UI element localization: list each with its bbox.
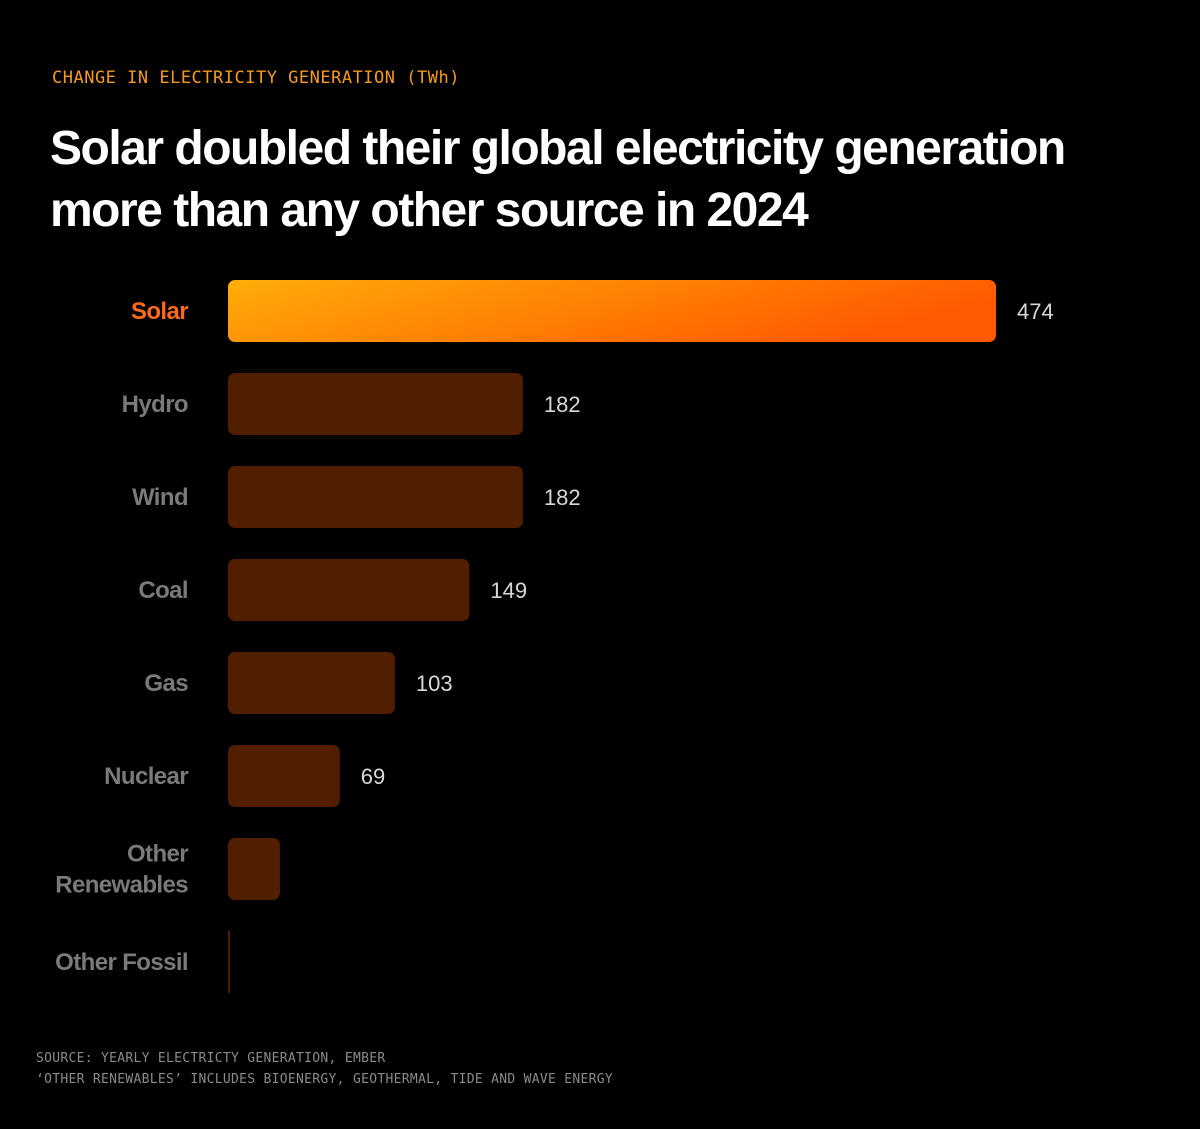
bar-wind [228,466,523,528]
value-label-solar: 474 [1017,299,1054,324]
bar-group-coal: Coal 149 [138,559,527,621]
category-label-coal: Coal [138,577,188,604]
category-label-nuclear: Nuclear [104,763,188,790]
category-label-solar: Solar [131,298,188,325]
bar-coal [228,559,470,621]
category-label-wind: Wind [132,484,188,511]
category-label-gas: Gas [144,670,188,697]
bar-group-hydro: Hydro 182 [122,373,581,435]
bar-group-nuclear: Nuclear 69 [104,745,385,807]
bar-group-gas: Gas 103 [144,652,453,714]
bar-group-other-renewables: Other Renewables [55,838,280,900]
chart-footer: SOURCE: YEARLY ELECTRICTY GENERATION, EM… [36,1048,613,1090]
category-label-hydro: Hydro [122,391,188,418]
bar-gas [228,652,395,714]
value-label-nuclear: 69 [361,764,385,789]
value-label-wind: 182 [544,485,581,510]
category-label-other-renewables: Other Renewables [55,841,188,899]
value-label-coal: 149 [490,578,527,603]
bar-solar [228,280,996,342]
bar-other-renewables [228,838,280,900]
value-label-hydro: 182 [544,392,581,417]
bar-nuclear [228,745,340,807]
category-label-other-fossil: Other Fossil [55,949,188,976]
chart-subtitle: CHANGE IN ELECTRICITY GENERATION (TWh) [52,68,460,88]
bar-group-solar: Solar 474 [131,280,1054,342]
source-note: SOURCE: YEARLY ELECTRICTY GENERATION, EM… [36,1051,386,1066]
bar-group-wind: Wind 182 [132,466,581,528]
chart-title: Solar doubled their global electricity g… [50,122,1066,237]
bars-layer: Solar 474 Hydro 182 Wind 182 Coal 149 Gas 103 Nucl… [55,280,1054,993]
bar-other-fossil [228,931,230,993]
bar-hydro [228,373,523,435]
value-label-gas: 103 [416,671,453,696]
renewables-note: ‘OTHER RENEWABLES’ INCLUDES BIOENERGY, G… [36,1072,613,1087]
bar-group-other-fossil: Other Fossil [55,931,230,993]
